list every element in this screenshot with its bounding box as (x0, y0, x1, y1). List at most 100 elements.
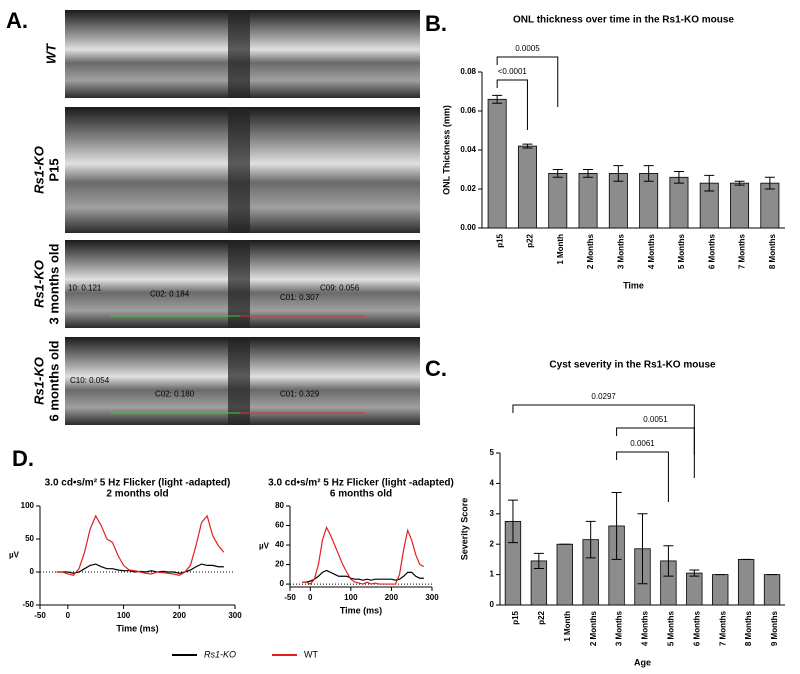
x-tick-label-group: 3 Months (615, 610, 624, 646)
error-bar (613, 165, 624, 182)
x-tick-label-group: 6 Months (707, 233, 716, 269)
x-tick-label: -50 (284, 593, 296, 602)
y-tick-label: 2 (490, 539, 495, 548)
x-tick-label-group: 9 Months (770, 610, 779, 646)
x-axis-label: Time (ms) (116, 623, 158, 633)
p-value: 0.0005 (515, 44, 540, 53)
measurement-label: C02: 0.184 (150, 290, 190, 299)
row-label-text: Rs1-KO (31, 357, 46, 405)
measurement-label: C09: 0.056 (320, 284, 360, 293)
bar (517, 145, 537, 229)
panel-letter: A. (6, 8, 28, 33)
x-tick-label: 1 Month (563, 611, 572, 642)
bar (763, 574, 781, 606)
chart-title: Cyst severity in the Rs1-KO mouse (549, 360, 716, 371)
x-tick-label: 1 Month (556, 234, 565, 265)
x-tick-label-group: 8 Months (744, 610, 753, 646)
trace (56, 563, 224, 574)
legend-label: WT (304, 649, 318, 659)
bar (669, 176, 689, 229)
measurement-label: C01: 0.329 (280, 389, 320, 398)
x-tick-label: 7 Months (738, 233, 747, 269)
x-tick-label-group: 1 Month (556, 234, 565, 265)
x-tick-label: p22 (526, 233, 535, 247)
bar (556, 543, 573, 606)
row-label-text: Rs1-KO (31, 146, 46, 194)
significance-bracket (496, 79, 528, 130)
x-tick-label-group: 6 Months (692, 610, 701, 646)
bar (737, 559, 755, 606)
x-tick-label: 300 (228, 611, 242, 620)
y-tick-label: 4 (490, 479, 495, 488)
x-tick-label: 2 Months (586, 233, 595, 269)
y-tick-label: 0.00 (460, 223, 476, 232)
x-tick-label: 100 (344, 593, 358, 602)
significance-bracket (616, 427, 695, 478)
y-tick-label: 0 (490, 600, 495, 609)
measurement-label: C02: 0.180 (155, 389, 195, 398)
x-tick-label: 3 Months (616, 233, 625, 269)
bar (760, 182, 780, 229)
chart-title: 3.0 cd•s/m² 5 Hz Flicker (light -adapted… (268, 478, 454, 489)
y-tick-label: 80 (275, 501, 284, 510)
row-label: WT (43, 43, 58, 64)
y-tick-label: 0 (30, 567, 35, 576)
optic-nerve (228, 240, 250, 328)
error-bar (522, 143, 533, 149)
p-value: <0.0001 (498, 67, 528, 76)
x-tick-label-group: p22 (537, 610, 546, 624)
row-sublabel: 6 months old (46, 340, 61, 421)
x-tick-label-group: 3 Months (616, 233, 625, 269)
row-sublabel: 3 months old (46, 243, 61, 324)
bar (548, 172, 568, 229)
x-axis-label: Time (ms) (340, 605, 382, 615)
measurement-label: C10: 0.054 (70, 376, 110, 385)
measurement-label: 10: 0.121 (68, 284, 102, 293)
error-bar (533, 552, 544, 570)
panel-a: A. (6, 8, 28, 33)
legend-label: Rs1-KO (204, 649, 236, 659)
x-tick-label-group: 8 Months (768, 233, 777, 269)
bar (730, 182, 750, 229)
error-bar (663, 545, 674, 577)
x-axis-label: Age (634, 657, 651, 667)
x-axis-label: Time (623, 280, 644, 290)
error-bar (611, 492, 622, 560)
row-label: Rs1-KO P15 (31, 146, 61, 194)
x-tick-label-group: 2 Months (586, 233, 595, 269)
x-tick-label: 3 Months (615, 610, 624, 646)
bar (712, 574, 729, 606)
x-tick-label: 9 Months (770, 610, 779, 646)
error-bar (734, 180, 745, 186)
x-tick-label: 200 (385, 593, 399, 602)
y-tick-label: 0 (280, 579, 285, 588)
error-bar (507, 499, 518, 544)
p-value: 0.0051 (643, 415, 668, 424)
error-bar (689, 569, 700, 577)
panel-letter: D. (12, 446, 34, 471)
chart-title: ONL thickness over time in the Rs1-KO mo… (513, 15, 734, 26)
row-label: Rs1-KO 3 months old (31, 243, 61, 324)
error-bar (585, 520, 596, 559)
y-tick-label: 20 (275, 560, 284, 569)
y-tick-label: 100 (21, 501, 35, 510)
error-bar (583, 169, 594, 178)
x-tick-label: 2 Months (589, 610, 598, 646)
y-axis-label: ONL Thickness (mm) (441, 105, 451, 195)
row-sublabel: P15 (46, 158, 61, 181)
x-tick-label-group: 4 Months (641, 610, 650, 646)
panel-letter: C. (425, 356, 447, 381)
y-tick-label: 0.08 (460, 67, 476, 76)
y-tick-label: 1 (490, 570, 495, 579)
x-tick-label: 4 Months (647, 233, 656, 269)
error-bar (764, 176, 775, 190)
x-tick-label: 8 Months (768, 233, 777, 269)
x-tick-label-group: p22 (526, 233, 535, 247)
y-label-group: Severity Score (459, 498, 469, 561)
x-tick-label: 5 Months (667, 610, 676, 646)
y-tick-label: 0.04 (460, 145, 476, 154)
y-tick-label: 50 (25, 534, 34, 543)
x-tick-label: 6 Months (707, 233, 716, 269)
chart-title: 3.0 cd•s/m² 5 Hz Flicker (light -adapted… (45, 478, 231, 489)
